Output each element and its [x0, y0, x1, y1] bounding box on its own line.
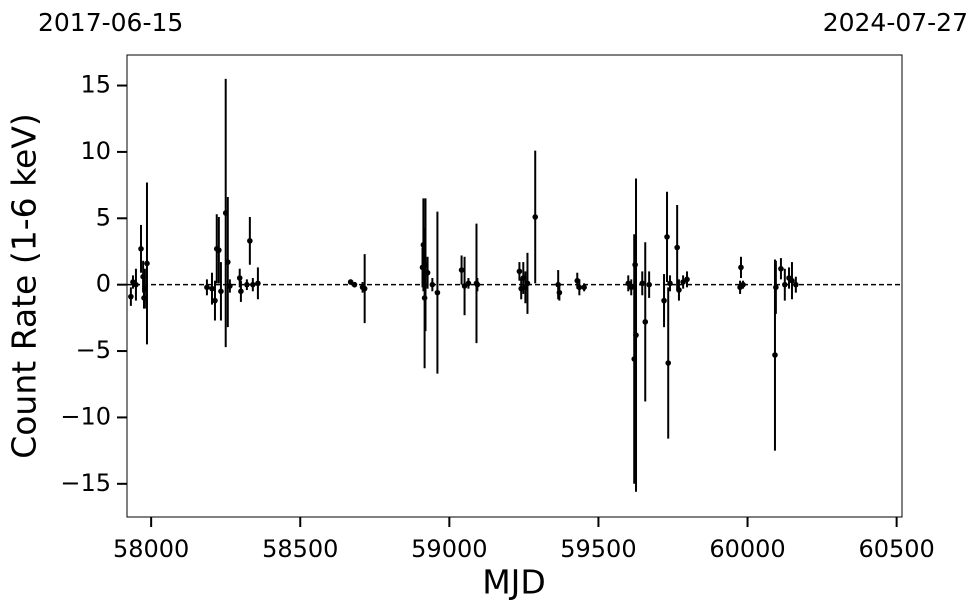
data-point — [247, 238, 253, 244]
data-point — [684, 276, 690, 283]
data-point — [216, 247, 222, 253]
y-tick-label: −15 — [60, 469, 111, 497]
data-point — [351, 281, 358, 288]
data-point — [665, 360, 672, 366]
data-point — [209, 285, 215, 292]
data-point — [204, 284, 210, 291]
data-point — [218, 288, 224, 295]
data-point — [144, 260, 150, 267]
plot-frame — [126, 54, 903, 518]
data-point — [244, 281, 250, 288]
data-point — [738, 264, 744, 271]
data-point — [516, 268, 523, 275]
y-tick-label: 5 — [96, 203, 111, 231]
data-point — [642, 319, 649, 325]
data-point — [628, 284, 635, 291]
data-point — [625, 280, 632, 287]
data-point — [773, 284, 779, 291]
data-point — [458, 267, 465, 273]
y-tick-label: 15 — [80, 71, 111, 99]
data-point — [667, 280, 673, 287]
data-point — [772, 352, 778, 358]
data-point — [212, 297, 218, 304]
data-point — [236, 275, 243, 281]
data-point — [676, 287, 682, 293]
data-point — [128, 293, 134, 300]
data-point — [793, 281, 799, 288]
data-point — [639, 280, 646, 287]
data-point — [782, 281, 788, 288]
data-point — [556, 289, 563, 296]
data-point — [434, 289, 441, 296]
x-tick-label: 59000 — [411, 535, 487, 563]
data-point — [250, 281, 256, 288]
y-tick-label: −10 — [60, 402, 111, 430]
data-point — [429, 281, 436, 288]
data-point — [361, 285, 368, 292]
data-point — [778, 265, 784, 272]
x-axis-label: MJD — [482, 563, 546, 602]
data-point — [532, 214, 539, 220]
x-tick-label: 58500 — [262, 535, 338, 563]
data-point — [576, 284, 583, 291]
data-point — [227, 283, 233, 289]
y-axis-label: Count Rate (1-6 keV) — [5, 113, 44, 459]
x-tick-label: 60000 — [709, 535, 785, 563]
data-point — [664, 234, 670, 240]
data-point — [224, 259, 231, 265]
start-date: 2017-06-15 — [38, 8, 183, 37]
data-point — [633, 332, 639, 338]
data-point — [238, 288, 244, 295]
data-point — [424, 269, 431, 276]
data-point — [474, 281, 481, 288]
y-tick-label: 10 — [80, 137, 111, 165]
data-point — [581, 284, 587, 291]
data-point — [524, 280, 531, 287]
data-point — [133, 281, 139, 288]
data-point — [138, 246, 144, 252]
x-tick-label: 58000 — [113, 535, 189, 563]
data-point — [661, 297, 667, 304]
data-point — [255, 280, 261, 287]
x-tick-label: 59500 — [560, 535, 636, 563]
data-point — [465, 280, 472, 287]
end-date: 2024-07-27 — [823, 8, 968, 37]
data-point — [789, 277, 795, 284]
y-tick-label: −5 — [76, 336, 111, 364]
data-point — [674, 244, 680, 251]
data-point — [646, 281, 652, 288]
x-tick-label: 60500 — [858, 535, 934, 563]
y-tick-label: 0 — [96, 270, 111, 298]
data-point — [740, 281, 746, 288]
